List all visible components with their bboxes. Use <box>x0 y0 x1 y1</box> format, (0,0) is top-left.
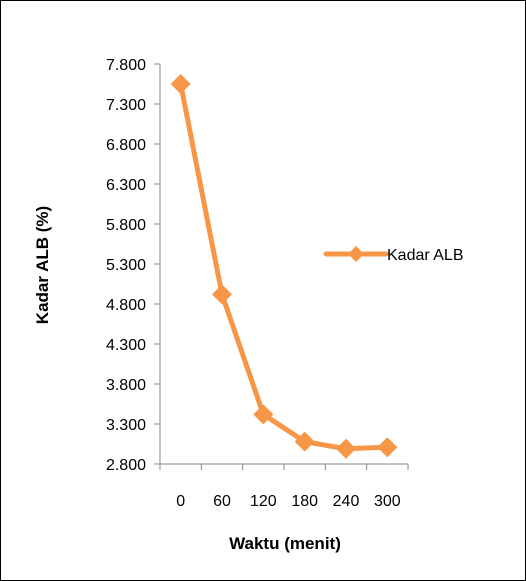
y-tick-label: 3.800 <box>106 377 146 394</box>
x-tick-label: 0 <box>176 493 185 510</box>
x-tick-label: 240 <box>333 493 360 510</box>
legend-label: Kadar ALB <box>387 247 464 264</box>
x-tick-label: 300 <box>374 493 401 510</box>
y-tick-label: 2.800 <box>106 457 146 474</box>
data-point-marker <box>377 437 398 458</box>
series-layer <box>170 74 398 459</box>
data-point-marker <box>212 284 232 305</box>
data-point-marker <box>294 431 315 452</box>
y-tick-label: 4.300 <box>106 337 146 354</box>
x-tick-label: 60 <box>213 493 231 510</box>
y-tick-label: 6.800 <box>106 137 146 154</box>
x-axis: 0 60 120 180 240 300 <box>159 463 409 510</box>
y-tick-label: 3.300 <box>106 417 146 434</box>
y-axis: 2.800 3.300 3.800 4.300 4.800 5.300 5.800 6.300… <box>106 57 161 474</box>
legend-marker <box>348 246 364 262</box>
data-point-marker <box>253 404 274 425</box>
y-tick-label: 5.800 <box>106 217 146 234</box>
y-axis-title: Kadar ALB (%) <box>33 206 52 324</box>
y-tick-label: 6.300 <box>106 177 146 194</box>
series-line <box>178 81 390 452</box>
y-tick-label: 4.800 <box>106 297 146 314</box>
data-point-marker <box>170 74 191 94</box>
legend: Kadar ALB <box>323 246 464 264</box>
x-tick-label: 180 <box>291 493 318 510</box>
y-tick-label: 7.800 <box>106 57 146 74</box>
data-point-marker <box>336 438 356 459</box>
x-axis-title: Waktu (menit) <box>229 534 341 553</box>
x-tick-label: 120 <box>250 493 277 510</box>
y-tick-label: 5.300 <box>106 257 146 274</box>
y-tick-label: 7.300 <box>106 97 146 114</box>
